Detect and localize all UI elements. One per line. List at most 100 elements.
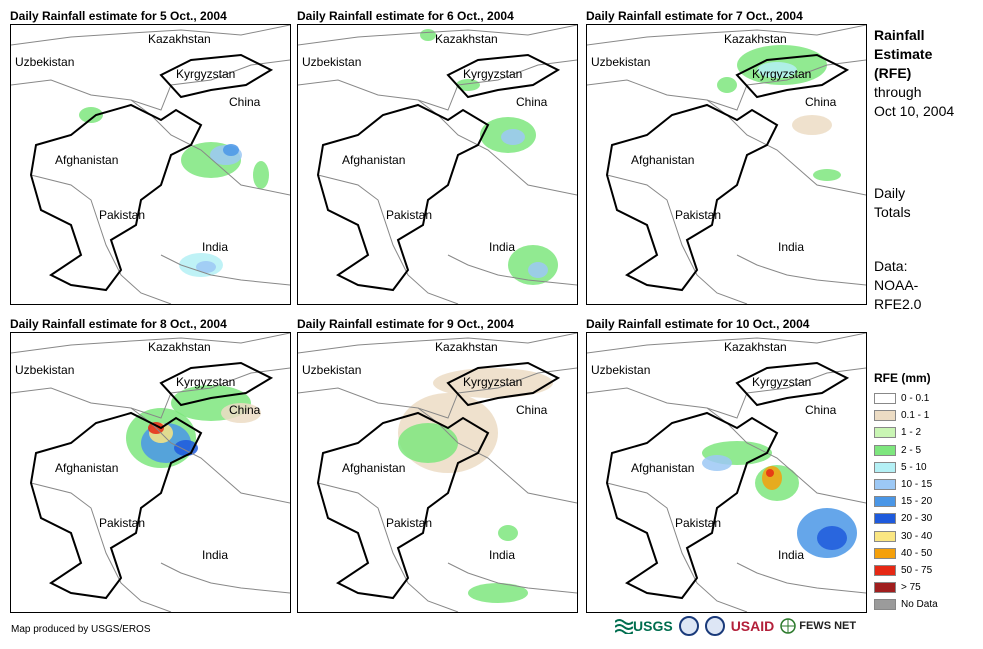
map-canvas xyxy=(11,333,290,612)
country-label-pakistan: Pakistan xyxy=(675,208,722,222)
side-daily-line1: Daily xyxy=(874,185,906,201)
globe-icon xyxy=(780,618,796,634)
usgs-wave-icon xyxy=(615,619,633,634)
country-border xyxy=(160,562,290,594)
country-label-china: China xyxy=(516,403,548,417)
country-border xyxy=(30,482,172,612)
legend: 0 - 0.1 0.1 - 1 1 - 2 2 - 5 5 - 10 10 - 15 15 … xyxy=(874,390,938,613)
country-label-pakistan: Pakistan xyxy=(99,516,146,530)
country-label-india: India xyxy=(489,240,516,254)
rainfall-area xyxy=(223,144,239,156)
country-border xyxy=(317,482,459,612)
legend-swatch xyxy=(874,479,896,491)
panel-title: Daily Rainfall estimate for 7 Oct., 2004 xyxy=(586,9,803,23)
rainfall-area xyxy=(813,169,841,181)
kyrgyzstan-border xyxy=(735,53,850,99)
country-label-kazakhstan: Kazakhstan xyxy=(724,340,787,354)
country-label-india: India xyxy=(778,240,805,254)
rainfall-area xyxy=(221,403,261,423)
side-title-line1: Rainfall xyxy=(874,27,925,43)
fews-logo-text: FEWS NET xyxy=(799,620,857,632)
country-label-india: India xyxy=(202,240,229,254)
map-canvas xyxy=(298,25,577,304)
map-frame: Kazakhstan Uzbekistan Kyrgyzstan China Afgha… xyxy=(586,24,867,305)
country-label-india: India xyxy=(778,548,805,562)
rainfall-area xyxy=(792,115,832,135)
legend-label: 40 - 50 xyxy=(901,547,933,559)
map-frame: Kazakhstan Uzbekistan Kyrgyzstan China Afgha… xyxy=(297,332,578,613)
country-border xyxy=(298,25,577,46)
legend-swatch xyxy=(874,410,896,422)
legend-item: 15 - 20 xyxy=(874,493,938,510)
legend-swatch xyxy=(874,582,896,594)
country-border xyxy=(11,25,290,46)
legend-swatch xyxy=(874,461,896,473)
rainfall-area xyxy=(702,455,732,471)
country-label-kazakhstan: Kazakhstan xyxy=(435,32,498,46)
usgs-logo: USGS xyxy=(615,618,673,634)
legend-item: 2 - 5 xyxy=(874,442,938,459)
country-label-china: China xyxy=(229,403,261,417)
side-through: through xyxy=(874,84,922,100)
legend-label: 0 - 0.1 xyxy=(901,393,930,405)
side-date: Oct 10, 2004 xyxy=(874,103,955,119)
country-border xyxy=(447,254,577,286)
usgs-logo-text: USGS xyxy=(633,618,673,634)
country-label-uzbekistan: Uzbekistan xyxy=(302,363,362,377)
country-border xyxy=(447,562,577,594)
panel-title: Daily Rainfall estimate for 10 Oct., 200… xyxy=(586,317,810,331)
map-canvas xyxy=(298,333,577,612)
country-border xyxy=(298,59,577,111)
country-border xyxy=(298,333,577,354)
country-border xyxy=(706,99,866,196)
kyrgyzstan-border xyxy=(735,361,850,407)
country-border xyxy=(11,59,290,111)
country-label-pakistan: Pakistan xyxy=(386,208,433,222)
panel-title: Daily Rainfall estimate for 5 Oct., 2004 xyxy=(10,9,227,23)
country-label-pakistan: Pakistan xyxy=(675,516,722,530)
country-border xyxy=(160,254,290,286)
rainfall-area xyxy=(501,129,525,145)
kyrgyzstan-border xyxy=(159,53,274,99)
country-border xyxy=(587,59,866,111)
country-label-kazakhstan: Kazakhstan xyxy=(148,32,211,46)
legend-label: 5 - 10 xyxy=(901,461,927,473)
country-label-uzbekistan: Uzbekistan xyxy=(15,55,75,69)
rainfall-area xyxy=(757,62,797,78)
rainfall-area xyxy=(196,261,216,273)
legend-item: 1 - 2 xyxy=(874,424,938,441)
afghanistan-pakistan-border xyxy=(605,103,779,292)
legend-swatch xyxy=(874,513,896,525)
country-label-uzbekistan: Uzbekistan xyxy=(302,55,362,69)
afghanistan-pakistan-border xyxy=(29,103,203,292)
country-label-uzbekistan: Uzbekistan xyxy=(15,363,75,377)
country-border xyxy=(587,25,866,46)
country-label-uzbekistan: Uzbekistan xyxy=(591,363,651,377)
kyrgyzstan-border xyxy=(446,53,561,99)
legend-swatch xyxy=(874,427,896,439)
rainfall-area xyxy=(766,469,774,477)
legend-title: RFE (mm) xyxy=(874,371,931,385)
legend-swatch xyxy=(874,530,896,542)
country-label-uzbekistan: Uzbekistan xyxy=(591,55,651,69)
rainfall-area xyxy=(498,525,518,541)
legend-item: 10 - 15 xyxy=(874,476,938,493)
country-border xyxy=(736,562,866,594)
rainfall-area xyxy=(468,583,528,603)
noaa-seal-icon xyxy=(678,616,699,636)
country-label-china: China xyxy=(805,95,837,109)
country-label-india: India xyxy=(202,548,229,562)
afghanistan-pakistan-border xyxy=(316,103,490,292)
afghanistan-pakistan-border xyxy=(605,411,779,600)
country-border xyxy=(298,367,577,419)
country-label-china: China xyxy=(516,95,548,109)
legend-swatch xyxy=(874,496,896,508)
country-label-kyrgyzstan: Kyrgyzstan xyxy=(752,375,812,389)
rainfall-area xyxy=(398,423,458,463)
legend-label: No Data xyxy=(901,599,938,611)
country-border xyxy=(11,333,290,354)
legend-swatch xyxy=(874,444,896,456)
country-border xyxy=(30,174,172,304)
map-canvas xyxy=(587,25,866,304)
panel-title: Daily Rainfall estimate for 6 Oct., 2004 xyxy=(297,9,514,23)
